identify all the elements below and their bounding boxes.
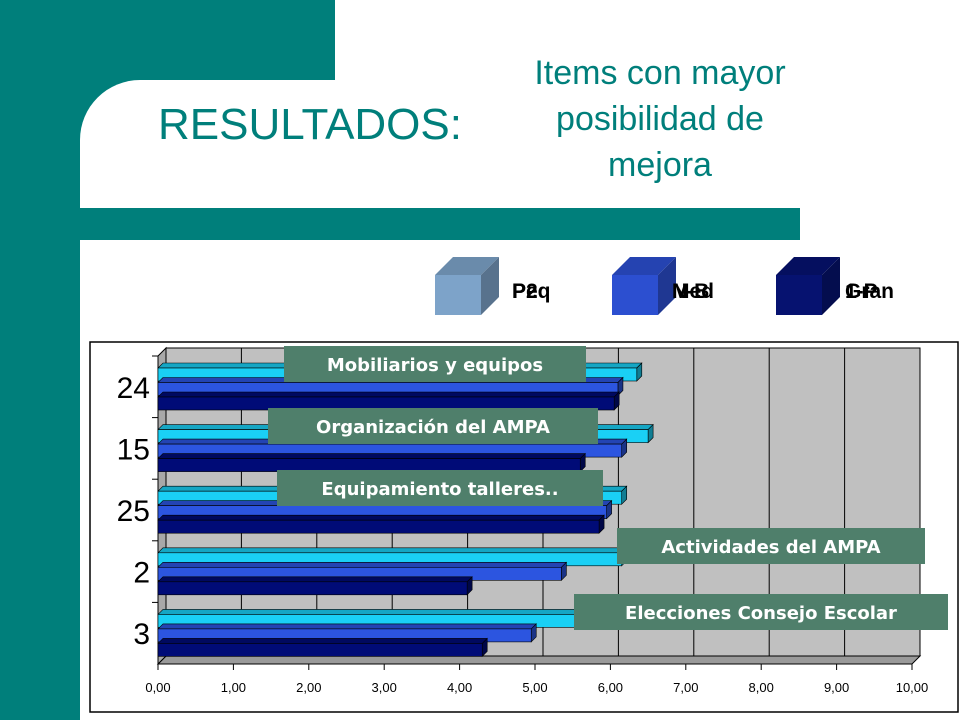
bar-top-face [157,609,605,615]
x-tick-label: 7,00 [673,680,698,695]
category-label-box [617,528,925,564]
teal-left-stripe [0,0,80,720]
bar-top-face [157,514,605,521]
category-label-3: Actividades del AMPA [617,528,925,564]
bar-top-face [157,547,628,554]
x-tick-label: 10,00 [896,680,929,695]
bar-top-face [157,638,488,644]
x-tick-label: 8,00 [749,680,774,695]
bar-front-face [157,581,468,596]
bar-1p-cat-3 [157,637,488,658]
category-label-box [277,470,603,506]
category-label-box [574,594,948,630]
category-label-text: Actividades del AMPA [661,537,880,558]
slide-heading: RESULTADOS: [158,100,462,149]
slide-subtitle: Items con mayor posibilidad de mejora [480,50,840,188]
bar-front-face [157,458,581,472]
y-tick-label: 24 [117,372,150,405]
x-tick-label: 1,00 [221,680,246,695]
category-label-text: Equipamiento talleres.. [321,479,558,500]
category-label-2: Equipamiento talleres.. [277,470,603,506]
teal-top-block [80,0,335,80]
bar-top-face [157,576,473,583]
chart-floor [156,655,922,665]
y-tick-label: 2 [133,557,150,590]
bar-1p-cat-2 [157,576,473,596]
x-tick-label: 2,00 [296,680,321,695]
x-tick-label: 9,00 [824,680,849,695]
category-label-0: Mobiliarios y equipos [284,346,586,382]
category-label-4: Elecciones Consejo Escolar [574,594,948,630]
category-label-box [268,408,598,444]
bar-top-face [157,453,586,459]
x-tick-label: 6,00 [598,680,623,695]
category-label-text: Mobiliarios y equipos [327,355,543,376]
y-tick-label: 25 [117,495,150,528]
x-tick-label: 0,00 [145,680,170,695]
y-tick-label: 15 [117,433,150,466]
category-label-box [284,346,586,382]
bar-front-face [157,519,600,534]
subtitle-line-1: Items con mayor [534,54,786,92]
bar-top-face [157,623,537,630]
subtitle-line-3: mejora [608,146,712,184]
bar-1p-cat-24 [157,391,620,411]
bar-1p-cat-25 [157,514,605,534]
teal-horizontal-bar [80,208,800,240]
category-label-1: Organización del AMPA [268,408,598,444]
bar-top-face [157,391,620,398]
x-tick-label: 4,00 [447,680,472,695]
bar-front-face [157,643,483,657]
x-tick-label: 5,00 [522,680,547,695]
y-tick-label: 3 [133,618,150,651]
category-label-text: Organización del AMPA [316,417,550,438]
category-label-text: Elecciones Consejo Escolar [625,603,897,624]
subtitle-line-2: posibilidad de [556,100,764,138]
bar-top-face [157,561,568,568]
bar-1p-cat-15 [157,452,586,473]
x-tick-label: 3,00 [372,680,397,695]
